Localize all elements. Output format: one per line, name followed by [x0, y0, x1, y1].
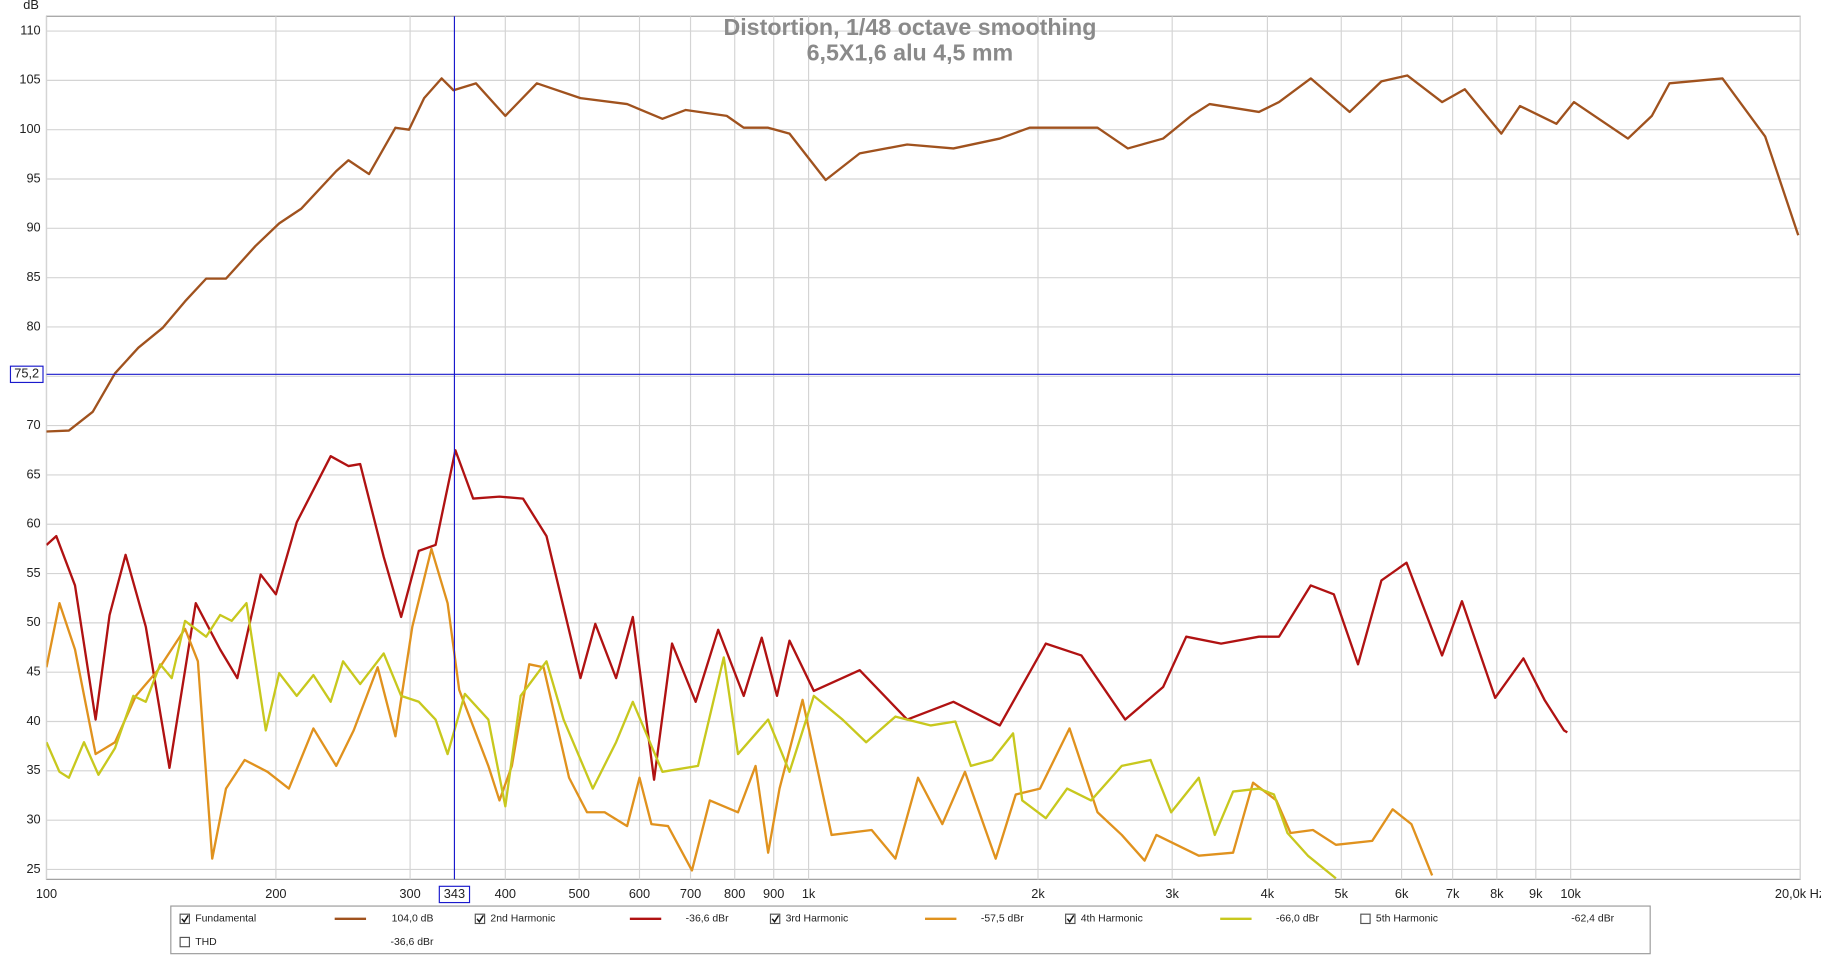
y-tick-label: 85 — [26, 269, 40, 284]
x-tick-label: 1k — [802, 886, 816, 901]
legend-check — [181, 914, 189, 924]
x-tick-label: 5k — [1335, 886, 1349, 901]
legend-checkbox[interactable] — [474, 913, 486, 925]
y-tick-label: 95 — [26, 170, 40, 185]
y-unit: dB — [23, 0, 39, 12]
x-tick-label: 100 — [36, 886, 57, 901]
y-tick-label: 25 — [26, 861, 40, 876]
legend-name: 5th Harmonic — [1376, 914, 1438, 925]
y-tick-label: 80 — [26, 318, 40, 333]
legend-check — [771, 914, 780, 924]
y-tick-label: 50 — [26, 614, 40, 629]
y-tick-label: 30 — [26, 812, 40, 827]
plot-area — [45, 15, 1801, 880]
legend-checkbox[interactable] — [769, 913, 781, 925]
legend-name: 3rd Harmonic — [786, 914, 849, 925]
x-tick-label: 9k — [1529, 886, 1543, 901]
legend-check — [1066, 914, 1075, 924]
x-tick-label: 400 — [495, 886, 516, 901]
cursor-x-box — [438, 885, 471, 904]
legend-name: 2nd Harmonic — [490, 914, 555, 925]
legend-name: 4th Harmonic — [1081, 914, 1143, 925]
y-tick-label: 105 — [19, 72, 40, 87]
x-tick-label: 8k — [1490, 886, 1504, 901]
chart-subtitle: 6,5X1,6 alu 4,5 mm — [807, 40, 1014, 66]
x-tick-label: 10k — [1560, 886, 1581, 901]
series-line — [46, 547, 1434, 876]
x-tick-label: 800 — [724, 886, 745, 901]
y-tick-label: 100 — [19, 121, 40, 136]
legend-checkbox[interactable] — [179, 913, 191, 925]
legend-checkbox[interactable] — [1360, 913, 1371, 925]
y-tick-label: 90 — [26, 220, 40, 235]
legend-readout: -36,6 dBr — [686, 914, 729, 925]
y-tick-label: 110 — [20, 22, 40, 37]
y-tick-label: 60 — [26, 516, 40, 531]
x-tick-label: 4k — [1261, 886, 1275, 901]
legend-box — [170, 905, 1651, 955]
x-tick-label: 200 — [265, 886, 286, 901]
legend-readout: -57,5 dBr — [981, 914, 1024, 925]
legend-readout: -66,0 dBr — [1276, 914, 1319, 925]
series-line — [46, 601, 1337, 880]
cursor-y-box — [9, 365, 44, 384]
chart-title: Distortion, 1/48 octave smoothing — [723, 14, 1096, 40]
x-tick-label: 900 — [763, 886, 784, 901]
legend-name: THD — [195, 937, 217, 948]
y-tick-label: 65 — [26, 466, 40, 481]
y-tick-label: 70 — [26, 417, 40, 432]
x-tick-label: 500 — [569, 886, 590, 901]
legend-readout: -36,6 dBr — [391, 937, 434, 948]
x-tick-label: 300 — [399, 886, 420, 901]
y-tick-label: 35 — [26, 762, 40, 777]
y-tick-label: 55 — [26, 565, 40, 580]
legend-name: Fundamental — [195, 914, 256, 925]
y-tick-label: 45 — [26, 664, 40, 679]
cursor-y-label: 75,2 — [14, 366, 39, 381]
x-tick-label: 700 — [680, 886, 701, 901]
cursor-x-label: 343 — [444, 886, 465, 901]
legend-readout: -62,4 dBr — [1571, 914, 1614, 925]
legend-check — [476, 914, 485, 924]
legend-readout: 104,0 dB — [392, 914, 434, 925]
legend-checkbox[interactable] — [1065, 913, 1076, 925]
x-tick-label: 20,0k Hz — [1775, 886, 1821, 901]
x-tick-label: 6k — [1395, 886, 1409, 901]
x-tick-label: 3k — [1165, 886, 1179, 901]
x-tick-label: 7k — [1446, 886, 1460, 901]
series-line — [46, 74, 1800, 433]
legend-checkbox[interactable] — [179, 936, 191, 948]
y-tick-label: 40 — [26, 713, 40, 728]
x-tick-label: 2k — [1031, 886, 1045, 901]
x-tick-label: 600 — [629, 886, 650, 901]
